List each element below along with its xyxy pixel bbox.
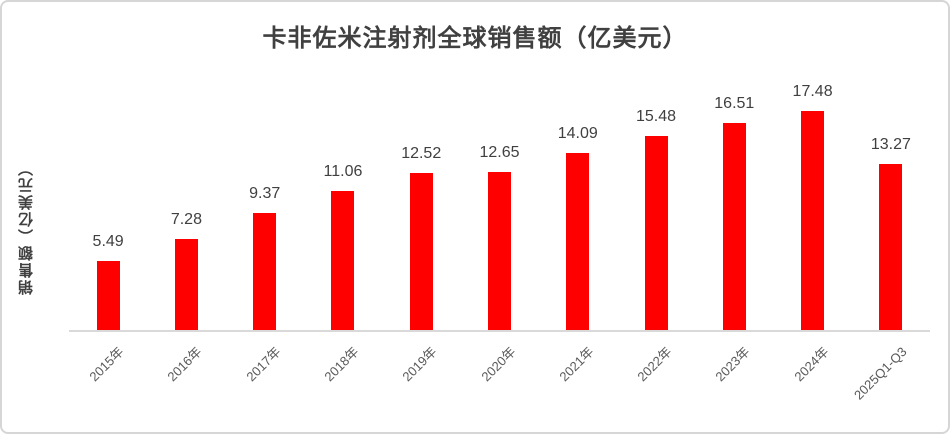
x-tick-label: 2023年 xyxy=(712,344,753,385)
x-tick-label: 2017年 xyxy=(243,344,284,385)
bar xyxy=(488,171,511,330)
bar xyxy=(566,153,590,330)
bar-value-label: 17.48 xyxy=(792,83,833,100)
bar-value-label: 12.65 xyxy=(479,143,520,161)
bar xyxy=(722,123,746,330)
bar xyxy=(409,173,433,330)
x-tick-label: 2025Q1-Q3 xyxy=(850,344,910,403)
x-tick-label: 2018年 xyxy=(321,344,362,385)
x-axis-line xyxy=(69,330,930,332)
x-tick-label: 2022年 xyxy=(634,344,675,385)
bar xyxy=(801,111,825,330)
bar-value-label: 5.49 xyxy=(92,233,124,251)
bar xyxy=(96,261,120,330)
bar-value-label: 13.27 xyxy=(870,135,911,153)
bar xyxy=(253,212,277,330)
x-tick-label: 2024年 xyxy=(790,344,832,385)
bar xyxy=(879,163,903,330)
x-tick-label: 2019年 xyxy=(399,344,440,385)
bar-value-label: 14.09 xyxy=(557,125,598,143)
chart-title: 卡非佐米注射剂全球销售额（亿美元） xyxy=(262,26,688,52)
bar-value-label: 16.51 xyxy=(714,95,755,113)
bar-value-label: 11.06 xyxy=(323,163,363,181)
bar-value-label: 9.37 xyxy=(249,184,281,202)
x-tick-label: 2021年 xyxy=(556,344,597,385)
bar-value-label: 15.48 xyxy=(636,108,677,126)
bar xyxy=(644,136,668,330)
bar-value-label: 12.52 xyxy=(401,145,442,163)
bar xyxy=(331,191,355,330)
bar xyxy=(174,238,198,330)
bar-value-label: 7.28 xyxy=(170,210,202,228)
x-tick-label: 2015年 xyxy=(86,344,127,385)
x-tick-label: 2016年 xyxy=(164,344,206,385)
x-tick-label: 2020年 xyxy=(477,344,519,385)
